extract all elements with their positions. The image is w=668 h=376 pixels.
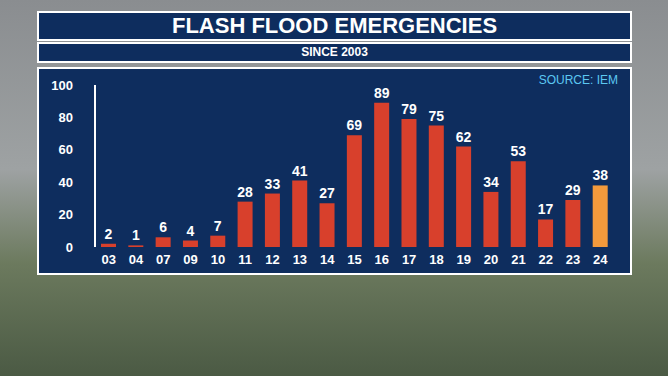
svg-text:23: 23 [566, 252, 580, 267]
svg-text:38: 38 [592, 167, 608, 183]
svg-text:100: 100 [51, 78, 73, 93]
svg-text:14: 14 [320, 252, 335, 267]
svg-text:18: 18 [429, 252, 443, 267]
svg-text:89: 89 [374, 85, 390, 101]
svg-text:28: 28 [237, 184, 253, 200]
svg-text:07: 07 [156, 252, 170, 267]
svg-text:17: 17 [402, 252, 416, 267]
svg-text:20: 20 [484, 252, 498, 267]
svg-text:09: 09 [183, 252, 197, 267]
svg-text:12: 12 [265, 252, 279, 267]
svg-text:22: 22 [538, 252, 552, 267]
svg-text:13: 13 [293, 252, 307, 267]
html-text:SOURCE: IEM: SOURCE: IEM [538, 73, 618, 87]
svg-text:2: 2 [105, 226, 113, 242]
html-text:SINCE 2003: SINCE 2003 [301, 45, 368, 59]
svg-text:40: 40 [59, 175, 73, 190]
svg-text:19: 19 [457, 252, 471, 267]
svg-text:41: 41 [292, 163, 308, 179]
svg-text:79: 79 [401, 101, 417, 117]
svg-text:04: 04 [129, 252, 144, 267]
svg-text:0: 0 [66, 240, 73, 255]
svg-text:62: 62 [456, 129, 472, 145]
svg-text:15: 15 [347, 252, 361, 267]
svg-text:1: 1 [132, 227, 140, 243]
svg-text:20: 20 [59, 207, 73, 222]
svg-text:80: 80 [59, 110, 73, 125]
svg-text:03: 03 [101, 252, 115, 267]
svg-text:60: 60 [59, 142, 73, 157]
svg-text:69: 69 [347, 117, 363, 133]
svg-text:29: 29 [565, 182, 581, 198]
html-text:FLASH FLOOD EMERGENCIES: FLASH FLOOD EMERGENCIES [171, 13, 498, 38]
svg-text:27: 27 [319, 185, 335, 201]
svg-text:11: 11 [238, 252, 252, 267]
svg-text:34: 34 [483, 174, 499, 190]
svg-text:75: 75 [429, 108, 445, 124]
svg-text:6: 6 [159, 219, 167, 235]
svg-text:7: 7 [214, 218, 222, 234]
svg-text:21: 21 [511, 252, 525, 267]
svg-text:17: 17 [538, 201, 554, 217]
svg-text:24: 24 [593, 252, 608, 267]
svg-text:10: 10 [211, 252, 225, 267]
svg-text:4: 4 [187, 223, 195, 239]
svg-text:53: 53 [510, 143, 526, 159]
svg-text:16: 16 [375, 252, 389, 267]
svg-text:33: 33 [265, 176, 281, 192]
